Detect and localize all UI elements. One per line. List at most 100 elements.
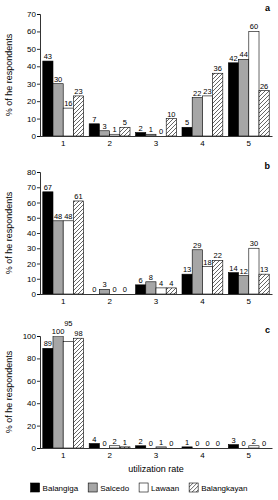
axis-line xyxy=(37,173,41,295)
bar xyxy=(213,73,223,136)
bar xyxy=(249,446,259,448)
tick: 80 xyxy=(27,168,40,177)
data-label: 16 xyxy=(64,99,72,108)
bar xyxy=(202,96,212,136)
data-label: 1 xyxy=(113,125,117,134)
bar xyxy=(63,342,73,448)
y-axis: 01020304050607080 xyxy=(27,168,40,299)
data-label: 67 xyxy=(44,183,52,192)
data-label: 0 xyxy=(205,439,209,448)
data-label: 3 xyxy=(102,280,106,289)
legend-label: Lawaan xyxy=(151,484,179,493)
tick: 4 xyxy=(200,136,205,148)
tick: 30 xyxy=(27,80,40,89)
data-label: 13 xyxy=(183,265,191,274)
tick-label: 4 xyxy=(200,139,205,148)
tick: 10 xyxy=(27,275,40,284)
tick: 3 xyxy=(154,448,159,460)
tick-mark xyxy=(37,294,40,295)
data-label: 13 xyxy=(260,265,268,274)
data-label: 2 xyxy=(252,437,256,446)
tick: 40 xyxy=(27,229,40,238)
axis-line xyxy=(41,136,273,137)
data-label: 1 xyxy=(149,125,153,134)
tick-mark xyxy=(37,336,40,337)
data-label: 0 xyxy=(123,285,127,294)
tick-mark xyxy=(37,84,40,85)
bar xyxy=(136,446,146,448)
bar xyxy=(53,221,63,294)
tick-label: 5 xyxy=(247,451,252,460)
tick-label: 4 xyxy=(200,451,205,460)
bar xyxy=(43,348,53,448)
bar xyxy=(239,59,249,136)
tick: 40 xyxy=(27,62,40,71)
bar xyxy=(166,119,176,136)
tick: 4 xyxy=(200,448,205,460)
bar xyxy=(166,288,176,294)
tick: 30 xyxy=(27,244,40,253)
tick: 60 xyxy=(27,377,40,386)
data-label: 0 xyxy=(92,285,96,294)
data-label: 23 xyxy=(203,87,211,96)
y-axis-title: % of he respondents xyxy=(4,191,14,274)
bar xyxy=(89,444,99,448)
tick-label: 60 xyxy=(27,377,36,386)
legend-swatch xyxy=(31,483,40,492)
legend-label: Balangkayan xyxy=(201,484,247,493)
tick: 10 xyxy=(27,115,40,124)
x-axis: 12345 xyxy=(41,294,273,306)
x-axis-title: utilization rate xyxy=(128,464,184,474)
panel-title: b xyxy=(265,161,271,171)
data-label: 4 xyxy=(169,279,173,288)
legend-item: Balangkayan xyxy=(189,483,247,493)
data-label: 0 xyxy=(195,439,199,448)
data-label: 1 xyxy=(185,438,189,447)
tick-label: 70 xyxy=(27,10,36,19)
tick: 1 xyxy=(61,136,66,148)
data-label: 12 xyxy=(240,267,248,276)
bars xyxy=(43,192,269,294)
data-label: 5 xyxy=(123,118,127,127)
tick-label: 80 xyxy=(27,168,36,177)
tick: 5 xyxy=(247,136,252,148)
data-label: 4 xyxy=(92,435,96,444)
tick-label: 50 xyxy=(27,214,36,223)
legend-swatch xyxy=(88,483,97,492)
tick-label: 100 xyxy=(23,332,37,341)
tick: 4 xyxy=(200,294,205,306)
y-axis-title: % of he respondents xyxy=(4,33,14,116)
tick-label: 3 xyxy=(154,451,159,460)
data-labels: 43301623731521010522233642446026 xyxy=(44,22,269,136)
panel: 0102030405060708012345% of he respondent… xyxy=(4,161,272,306)
tick-label: 60 xyxy=(27,27,36,36)
bar xyxy=(110,134,120,136)
tick-label: 40 xyxy=(27,229,36,238)
tick: 70 xyxy=(27,183,40,192)
bar xyxy=(228,63,238,136)
tick: 0 xyxy=(32,290,40,299)
legend-swatch xyxy=(139,483,148,492)
bar xyxy=(63,221,73,294)
tick: 80 xyxy=(27,354,40,363)
bar xyxy=(182,447,192,448)
data-label: 36 xyxy=(214,64,222,73)
tick-label: 30 xyxy=(27,244,36,253)
figure: 01020304050607012345% of he respondentsa… xyxy=(0,0,278,500)
axis-line xyxy=(37,337,41,449)
data-label: 1 xyxy=(159,438,163,447)
tick-label: 70 xyxy=(27,183,36,192)
tick-mark xyxy=(37,358,40,359)
data-label: 0 xyxy=(102,439,106,448)
data-label: 0 xyxy=(262,439,266,448)
tick-mark xyxy=(37,279,40,280)
tick-mark xyxy=(37,119,40,120)
data-label: 22 xyxy=(193,89,201,98)
tick-label: 5 xyxy=(247,297,252,306)
data-label: 43 xyxy=(44,52,52,61)
tick-mark xyxy=(37,233,40,234)
panel-title: c xyxy=(265,325,270,335)
data-label: 1 xyxy=(123,438,127,447)
tick: 1 xyxy=(61,294,66,306)
bar xyxy=(110,446,120,448)
